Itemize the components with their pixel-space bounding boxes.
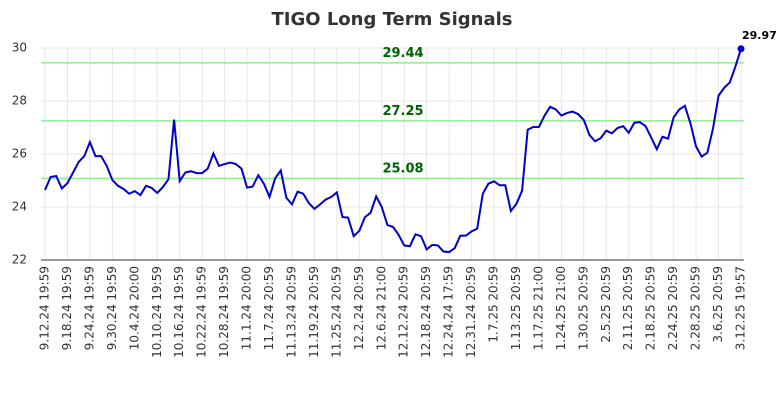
y-tick-label: 30 (12, 41, 27, 55)
x-tick-label: 11.13.24 20:59 (284, 266, 298, 358)
x-tick-label: 12.31.24 20:59 (464, 266, 478, 358)
x-tick-label: 12.12.24 20:59 (397, 266, 411, 358)
x-tick-label: 11.25.24 20:59 (329, 266, 343, 358)
x-tick-label: 10.28.24 19:59 (217, 266, 231, 358)
x-tick-label: 12.2.24 20:59 (352, 266, 366, 350)
x-tick-label: 2.28.25 20:59 (689, 266, 703, 350)
x-tick-label: 9.18.24 19:59 (60, 266, 74, 350)
x-tick-label: 10.4.24 20:00 (127, 266, 141, 350)
y-tick-label: 28 (12, 94, 27, 108)
x-tick-label: 11.7.24 20:59 (262, 266, 276, 350)
x-tick-label: 3.12.25 19:57 (734, 266, 748, 350)
y-tick-label: 24 (12, 200, 27, 214)
y-tick-label: 26 (12, 147, 27, 161)
x-tick-label: 9.30.24 19:59 (105, 266, 119, 350)
x-tick-label: 9.24.24 19:59 (82, 266, 96, 350)
x-tick-label: 9.12.24 19:59 (38, 266, 52, 350)
x-tick-label: 12.18.24 20:59 (419, 266, 433, 358)
x-tick-label: 11.1.24 20:00 (240, 266, 254, 350)
last-point (737, 45, 745, 53)
x-tick-label: 3.6.25 20:59 (711, 266, 725, 343)
last-value-label: 29.97 (742, 29, 777, 42)
x-tick-label: 11.19.24 20:59 (307, 266, 321, 358)
x-tick-label: 1.30.25 20:59 (576, 266, 590, 350)
x-tick-label: 1.24.25 21:00 (554, 266, 568, 350)
x-tick-label: 12.24.24 17:59 (442, 266, 456, 358)
x-tick-label: 1.13.25 20:59 (509, 266, 523, 350)
x-tick-label: 12.6.24 21:00 (374, 266, 388, 350)
x-tick-label: 10.10.24 19:59 (150, 266, 164, 358)
signal-label: 25.08 (382, 161, 423, 176)
x-tick-label: 1.7.25 20:59 (487, 266, 501, 343)
chart-title: TIGO Long Term Signals (272, 9, 513, 30)
signal-label: 29.44 (382, 46, 423, 61)
x-tick-label: 2.24.25 20:59 (666, 266, 680, 350)
x-tick-label: 2.5.25 20:59 (599, 266, 613, 343)
signal-label: 27.25 (382, 104, 423, 119)
x-tick-label: 2.11.25 20:59 (621, 266, 635, 350)
x-tick-label: 10.22.24 19:59 (195, 266, 209, 358)
y-tick-label: 22 (12, 253, 27, 267)
x-tick-label: 2.18.25 20:59 (644, 266, 658, 350)
price-line (44, 48, 742, 254)
x-tick-label: 1.17.25 21:00 (531, 266, 545, 350)
x-tick-label: 10.16.24 19:59 (172, 266, 186, 358)
